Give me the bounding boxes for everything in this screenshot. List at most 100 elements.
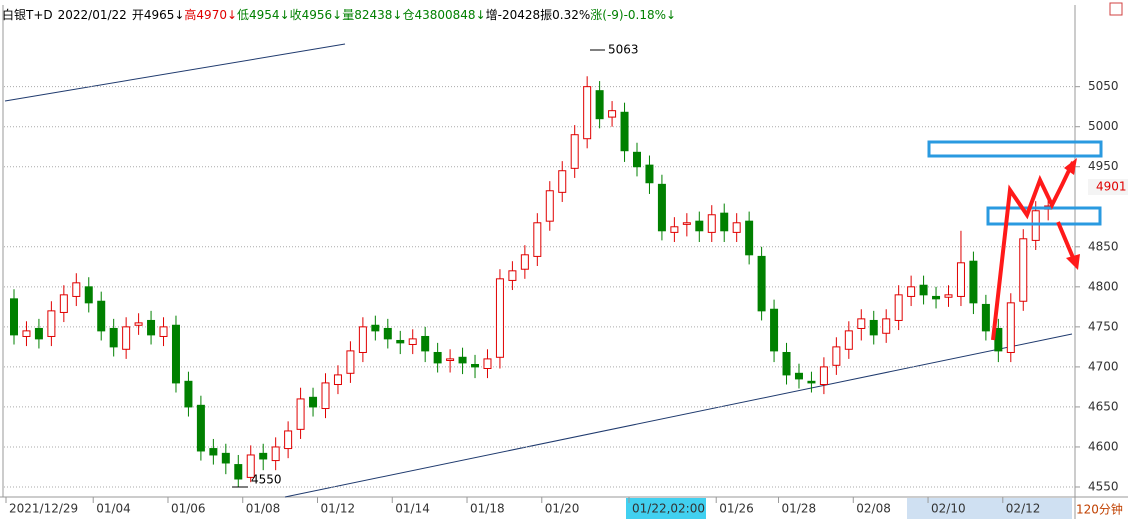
candle-body — [894, 294, 903, 321]
highlight-box — [986, 206, 1102, 226]
candle-body — [745, 220, 754, 256]
candle-body — [1006, 302, 1015, 353]
high-annotation: 5063 — [608, 43, 639, 57]
candle-body — [919, 284, 928, 296]
candle-body — [122, 326, 131, 350]
header-item: 收4956↓ — [290, 8, 343, 22]
icon[interactable] — [1109, 2, 1123, 16]
candle-body — [770, 308, 779, 352]
candle-body — [720, 212, 729, 232]
candle-body — [520, 254, 529, 270]
candle-body — [408, 338, 417, 345]
candle-body — [645, 164, 654, 184]
trend-line — [284, 333, 1073, 498]
candle-body — [446, 358, 455, 361]
candle-body — [670, 226, 679, 233]
x-tick-label: 01/04 — [96, 502, 131, 516]
candle-body — [421, 335, 430, 352]
candle-body — [371, 324, 380, 332]
candle-body — [932, 295, 941, 300]
forecast-arrow — [991, 161, 1075, 341]
y-tick-label: 4800 — [1088, 279, 1119, 293]
x-tick-label: 02/10 — [931, 502, 966, 516]
candle-body — [396, 339, 405, 344]
candle-body — [832, 346, 841, 366]
candle-body — [321, 382, 330, 410]
candle-body — [981, 303, 990, 332]
y-tick-label: 4700 — [1088, 359, 1119, 373]
y-tick-label: 4850 — [1088, 239, 1119, 253]
candle-body — [309, 396, 318, 408]
y-tick-label: 4950 — [1088, 159, 1119, 173]
candle-body — [433, 351, 442, 364]
x-tick-label: 01/14 — [395, 502, 430, 516]
header-item: 振0.32% — [540, 8, 590, 22]
y-tick-label: 4550 — [1088, 479, 1119, 493]
last-price-bg — [1088, 179, 1128, 195]
header-item: 增-20428 — [486, 8, 541, 22]
plot: 4550 4600 4650 4700 4750 4800 4850 4950 5000 5050… — [4, 76, 1119, 516]
header-item: 低4954↓ — [237, 8, 290, 22]
candle-body — [682, 222, 691, 225]
candle-body — [657, 183, 666, 232]
header-item: 2022/01/22 — [58, 8, 127, 22]
candle-body — [471, 363, 480, 368]
candle-body — [246, 454, 255, 478]
forecast-arrow — [1056, 221, 1076, 261]
arrow-head — [1066, 254, 1080, 270]
candle-body — [147, 319, 156, 336]
candle-body — [159, 326, 168, 337]
candle-body — [1031, 210, 1040, 241]
candle-body — [458, 356, 467, 364]
x-tick-label: 01/12 — [321, 502, 356, 516]
header-item: 高4970↓ — [184, 7, 237, 22]
x-tick-label: 02/12 — [1006, 502, 1041, 516]
candle-body — [196, 404, 205, 452]
candle-body — [209, 448, 218, 456]
header-item: 白银T+D — [2, 7, 53, 22]
candle-body — [794, 372, 803, 380]
candle-body — [10, 298, 18, 336]
y-tick-label: 5050 — [1088, 79, 1119, 93]
candle-body — [495, 278, 504, 358]
x-tick-label: 2021/12/29 — [9, 502, 78, 516]
x-tick-label: 01/06 — [171, 502, 206, 516]
candle-body — [807, 380, 816, 384]
candle-body — [757, 255, 766, 312]
selection-band — [907, 498, 1072, 519]
candle-body — [956, 262, 965, 297]
candle-body — [271, 446, 280, 462]
x-tick-label: 01/22,02:00 — [632, 502, 705, 516]
candle-body — [296, 398, 305, 430]
candle-body — [134, 322, 143, 326]
candle-body — [882, 318, 891, 334]
candle-body — [583, 86, 592, 140]
candle-body — [819, 366, 828, 386]
candle-body — [221, 452, 230, 464]
highlight-box — [927, 140, 1103, 158]
candle-body — [533, 222, 542, 257]
candle-body — [620, 111, 629, 152]
candle-body — [595, 90, 604, 120]
candle-body — [184, 380, 193, 408]
header-item: 量82438↓ — [342, 8, 402, 22]
candle-body — [633, 151, 641, 168]
candle-body — [346, 350, 355, 374]
candle-body — [570, 134, 579, 169]
header-item: 涨(-9)-0.18%↓ — [590, 7, 676, 22]
trend-line — [4, 43, 346, 102]
x-tick-label: 01/08 — [246, 502, 281, 516]
candle-body — [34, 327, 43, 340]
candle-body — [545, 190, 554, 222]
candle-body — [907, 286, 916, 297]
last-price: 4901 — [1096, 180, 1127, 194]
candle-body — [333, 374, 342, 386]
y-tick-label: 4650 — [1088, 399, 1119, 413]
candle-body — [358, 326, 367, 353]
candle-body — [22, 330, 31, 337]
candle-body — [59, 294, 68, 313]
candle-body — [47, 310, 56, 337]
candle-body — [844, 330, 853, 350]
candle-body — [732, 222, 741, 233]
